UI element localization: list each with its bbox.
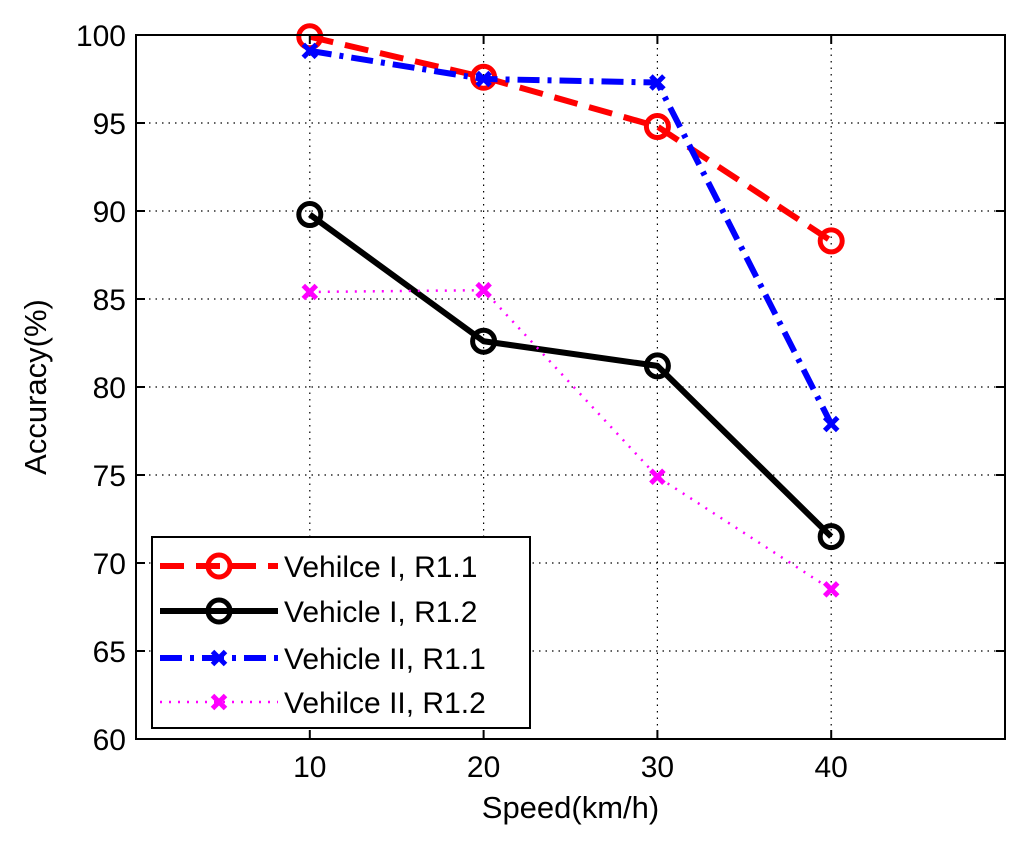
grid <box>136 35 1005 739</box>
series-1 <box>296 23 845 255</box>
y-tick-label: 65 <box>93 636 126 669</box>
x-marker <box>475 70 492 88</box>
legend-item: Vehicle I, R1.2 <box>160 596 477 629</box>
x-tick-label: 30 <box>641 751 674 784</box>
circle-marker <box>817 523 845 551</box>
y-tick-label: 85 <box>93 284 126 317</box>
x-marker-stroke <box>475 281 492 299</box>
x-tick-label: 20 <box>467 751 500 784</box>
x-marker <box>210 649 228 667</box>
x-marker-stroke <box>475 70 492 88</box>
series-layer <box>296 23 845 598</box>
x-marker-stroke <box>822 581 840 598</box>
series-line <box>309 47 834 426</box>
x-marker-stroke <box>822 415 840 433</box>
series-3 <box>301 42 840 433</box>
x-marker-stroke <box>301 42 319 60</box>
legend-item: Vehilce I, R1.1 <box>160 551 477 584</box>
x-marker <box>475 281 492 299</box>
circle-marker <box>643 113 671 141</box>
y-tick-label: 95 <box>93 108 126 141</box>
y-tick-label: 90 <box>93 196 126 229</box>
legend: Vehilce I, R1.1 Vehicle I, R1.2 Vehicle II… <box>151 536 531 729</box>
axis-ticks: 10 20 30 40 60 65 70 75 80 85 90 95 100 <box>76 20 1005 784</box>
circle-marker <box>296 201 324 229</box>
x-marker <box>210 693 228 711</box>
legend-label: Vehilce I, R1.1 <box>284 551 477 584</box>
series-line <box>308 212 834 539</box>
circle-marker <box>643 352 671 380</box>
series-line <box>309 33 833 244</box>
circle-marker <box>817 227 845 255</box>
legend-label: Vehilce II, R1.2 <box>284 687 486 720</box>
y-tick-label: 100 <box>76 20 126 53</box>
x-marker-stroke <box>649 74 666 91</box>
x-marker <box>301 42 319 60</box>
y-tick-label: 75 <box>93 460 126 493</box>
x-marker <box>822 415 840 433</box>
y-tick-label: 60 <box>93 724 126 757</box>
x-marker-stroke <box>649 468 666 486</box>
series-2 <box>296 201 845 551</box>
x-marker-stroke <box>210 693 228 711</box>
y-tick-label: 80 <box>93 372 126 405</box>
series-4 <box>301 281 840 598</box>
x-marker-stroke <box>301 283 319 301</box>
x-marker <box>301 283 319 301</box>
legend-label: Vehicle II, R1.1 <box>284 643 486 676</box>
y-axis-title: Accuracy(%) <box>18 299 53 475</box>
x-axis-title: Speed(km/h) <box>482 790 659 825</box>
legend-item: Vehilce II, R1.2 <box>160 687 486 720</box>
circle-marker <box>205 552 233 580</box>
x-tick-label: 10 <box>293 751 326 784</box>
circle-marker <box>470 327 498 355</box>
x-marker <box>822 581 840 598</box>
x-marker <box>649 74 666 91</box>
x-tick-label: 40 <box>815 751 848 784</box>
y-tick-label: 70 <box>93 548 126 581</box>
circle-marker <box>205 597 233 625</box>
x-marker <box>649 468 666 486</box>
series-line <box>309 288 832 591</box>
legend-item: Vehicle II, R1.1 <box>160 643 486 676</box>
x-marker-stroke <box>210 649 228 667</box>
legend-label: Vehicle I, R1.2 <box>284 596 477 629</box>
